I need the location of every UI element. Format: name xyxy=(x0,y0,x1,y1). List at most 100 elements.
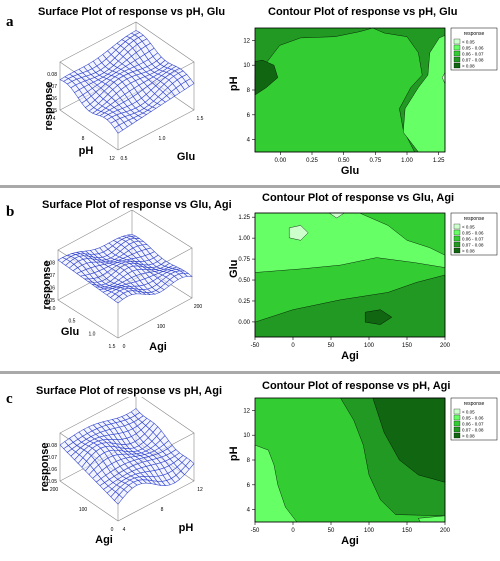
legend-entry: > 0.08 xyxy=(462,434,475,439)
legend-swatch xyxy=(453,414,461,421)
x-tick-label: 150 xyxy=(402,343,413,349)
y-tick-label: 0 xyxy=(123,344,126,350)
contour-regions xyxy=(254,212,446,338)
z-tick-label: 0.08 xyxy=(47,72,57,78)
y-tick-label: 12 xyxy=(243,408,250,414)
x-axis-label: Agi xyxy=(341,535,359,547)
x-tick-label: 0.50 xyxy=(338,158,350,164)
plot-frame xyxy=(254,212,446,338)
x-tick-label: 0.0 xyxy=(49,306,56,312)
contour-region xyxy=(365,309,393,325)
surface-title-b: Surface Plot of response vs Glu, Agi xyxy=(42,199,232,211)
legend-entry: 0.05 - 0.06 xyxy=(462,231,484,236)
x-tick-label: 200 xyxy=(440,528,451,534)
contour-legend: response < 0.050.05 - 0.060.06 - 0.070.07… xyxy=(450,397,498,441)
y-tick-label: 4 xyxy=(247,508,251,514)
surface-title-c: Surface Plot of response vs pH, Agi xyxy=(36,385,223,397)
z-tick-label: 0.05 xyxy=(47,108,57,114)
x-axis-label: Agi xyxy=(341,350,359,362)
y-tick-label: 8 xyxy=(247,458,251,464)
legend-swatch xyxy=(453,50,461,57)
legend-entry: 0.06 - 0.07 xyxy=(462,422,484,427)
row-divider-1 xyxy=(0,185,500,188)
legend-title: response xyxy=(464,31,485,37)
legend-swatch xyxy=(453,38,461,45)
contour-regions xyxy=(254,27,446,153)
y-tick-label: 100 xyxy=(157,324,166,330)
x-axis-label: Glu xyxy=(61,326,79,338)
legend-swatch xyxy=(453,56,461,63)
legend-entry: 0.05 - 0.06 xyxy=(462,46,484,51)
y-tick-label: 1.0 xyxy=(159,136,166,142)
legend-swatch xyxy=(453,426,461,433)
legend-swatch xyxy=(453,420,461,427)
x-tick-label: 100 xyxy=(364,343,375,349)
y-tick-label: 10 xyxy=(243,63,250,69)
x-tick-label: 0.5 xyxy=(69,319,76,325)
y-axis-label: Glu xyxy=(177,151,195,163)
surface-plot-b: 0.05 0.06 0.07 0.08 0.0 0.5 1.0 1.5 0 100 200 respo… xyxy=(41,210,203,353)
x-tick-label: -50 xyxy=(251,343,260,349)
y-tick-label: 200 xyxy=(194,304,203,310)
y-tick-label: 0.25 xyxy=(238,299,250,305)
contour-title-c: Contour Plot of response vs pH, Agi xyxy=(262,380,451,392)
z-tick-label: 0.07 xyxy=(47,84,57,90)
z-axis-label: response xyxy=(39,443,51,492)
legend-swatch xyxy=(453,44,461,51)
x-axis-label: pH xyxy=(79,145,94,157)
legend-swatch xyxy=(453,223,461,230)
legend-swatch xyxy=(453,241,461,248)
contour-plot-c: -50 0 50 100 150 200 4 6 8 10 12 Agi pH response < 0.0… xyxy=(225,390,500,556)
panel-letter-b: b xyxy=(6,204,15,220)
x-tick-label: 50 xyxy=(328,528,335,534)
y-axis-label: Glu xyxy=(228,260,240,278)
x-tick-label: 1.5 xyxy=(109,344,116,350)
row-divider-2 xyxy=(0,371,500,374)
legend-swatch xyxy=(453,247,461,254)
legend-title: response xyxy=(464,216,485,222)
z-tick-label: 0.07 xyxy=(47,455,57,461)
y-tick-label: 0.00 xyxy=(238,320,250,326)
y-tick-label: 12 xyxy=(197,487,203,493)
z-tick-label: 0.08 xyxy=(45,261,55,267)
legend-entry: > 0.08 xyxy=(462,64,475,69)
x-tick-label: 200 xyxy=(440,343,451,349)
legend-title: response xyxy=(464,401,485,407)
y-tick-label: 0.50 xyxy=(238,278,250,284)
y-tick-label: 8 xyxy=(161,507,164,513)
contour-legend: response < 0.050.05 - 0.060.06 - 0.070.07… xyxy=(450,27,498,71)
legend-swatch xyxy=(453,432,461,439)
x-tick-label: 4 xyxy=(53,116,56,122)
contour-region xyxy=(289,225,309,241)
x-axis-label: Agi xyxy=(95,534,113,546)
legend-entry: 0.07 - 0.08 xyxy=(462,243,484,248)
z-axis-label: response xyxy=(43,82,55,131)
y-axis-label: pH xyxy=(228,446,240,461)
x-tick-label: 1.0 xyxy=(89,331,96,337)
x-tick-label: 0.00 xyxy=(274,158,286,164)
legend-entry: 0.06 - 0.07 xyxy=(462,52,484,57)
y-tick-label: 8 xyxy=(247,88,251,94)
z-tick-label: 0.05 xyxy=(45,298,55,304)
x-tick-label: 8 xyxy=(82,136,85,142)
x-axis-label: Glu xyxy=(341,165,359,177)
y-tick-label: 0.75 xyxy=(238,257,250,263)
z-tick-label: 0.08 xyxy=(47,443,57,449)
legend-entry: < 0.05 xyxy=(462,225,475,230)
z-tick-label: 0.05 xyxy=(47,479,57,485)
contour-plot-b: -50 0 50 100 150 200 0.00 0.25 0.50 0.75 1.00 1.25 A… xyxy=(225,205,500,371)
contour-legend: response < 0.050.05 - 0.060.06 - 0.070.07… xyxy=(450,212,498,256)
x-tick-label: 1.25 xyxy=(433,158,445,164)
legend-entry: < 0.05 xyxy=(462,410,475,415)
legend-swatch xyxy=(453,235,461,242)
y-tick-label: 12 xyxy=(243,38,250,44)
x-tick-label: 0 xyxy=(111,527,114,533)
x-tick-label: 100 xyxy=(364,528,375,534)
z-tick-label: 0.07 xyxy=(45,273,55,279)
y-tick-label: 0.5 xyxy=(121,156,128,162)
surface-plot-c: 0.05 0.06 0.07 0.08 0 100 200 4 8 12 response Agi pH xyxy=(39,397,203,546)
z-tick-label: 0.06 xyxy=(47,467,57,473)
surface-mesh xyxy=(57,233,193,304)
legend-entry: 0.07 - 0.08 xyxy=(462,58,484,63)
